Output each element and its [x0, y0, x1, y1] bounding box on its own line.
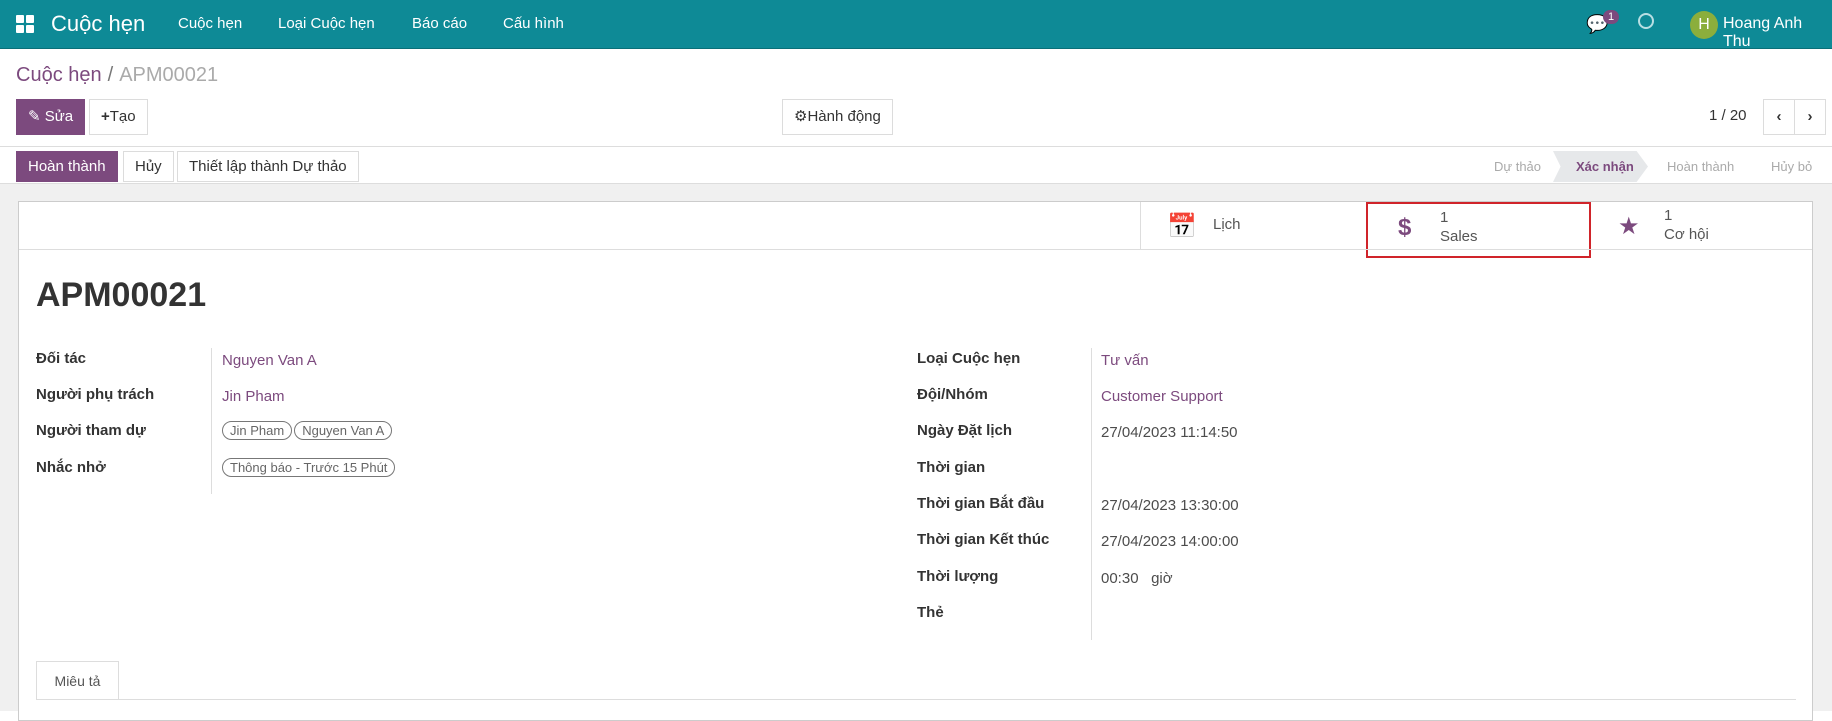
field-label-attendees: Người tham dự: [36, 422, 146, 439]
user-name[interactable]: Hoang Anh Thu: [1723, 15, 1803, 50]
column-divider: [211, 348, 212, 494]
stage-done[interactable]: Hoàn thành: [1667, 159, 1735, 174]
pager-value: 1 / 20: [1709, 107, 1747, 124]
sales-smart-button[interactable]: $ 1 Sales: [1366, 202, 1591, 258]
sales-count: 1: [1440, 209, 1449, 226]
field-end: 27/04/2023 14:00:00: [1101, 533, 1239, 550]
stage-draft[interactable]: Dự thảo: [1494, 159, 1542, 174]
stage-cancelled[interactable]: Hủy bỏ: [1771, 159, 1813, 174]
set-draft-button[interactable]: Thiết lập thành Dự thảo: [177, 151, 359, 182]
field-responsible[interactable]: Jin Pham: [222, 388, 285, 405]
menu-cuoc-hen[interactable]: Cuộc hẹn: [178, 15, 243, 32]
field-team[interactable]: Customer Support: [1101, 388, 1223, 405]
breadcrumb: Cuộc hẹn / APM00021: [16, 64, 218, 87]
plus-icon: +: [101, 108, 110, 125]
field-label-booking-date: Ngày Đặt lịch: [917, 422, 1013, 439]
field-label-partner: Đối tác: [36, 350, 87, 367]
duration-value: 00:30: [1101, 570, 1139, 587]
record-title: APM00021: [36, 276, 207, 314]
field-label-type: Loại Cuộc hẹn: [917, 350, 1021, 367]
avatar[interactable]: H: [1690, 11, 1718, 39]
edit-label: Sửa: [44, 108, 74, 125]
action-button[interactable]: ⚙Hành động: [782, 99, 893, 135]
field-label-duration: Thời lượng: [917, 568, 999, 585]
field-type[interactable]: Tư vấn: [1101, 352, 1149, 369]
field-label-time: Thời gian: [917, 459, 986, 476]
menu-cau-hinh[interactable]: Cấu hình: [503, 15, 564, 32]
breadcrumb-current: APM00021: [119, 64, 219, 86]
pager-next-button[interactable]: ›: [1794, 99, 1826, 135]
field-label-reminder: Nhắc nhở: [36, 459, 106, 476]
field-label-start: Thời gian Bắt đầu: [917, 495, 1045, 512]
field-label-tags: Thẻ: [917, 604, 944, 621]
field-label-team: Đội/Nhóm: [917, 386, 988, 403]
field-reminder: Thông báo - Trước 15 Phút: [222, 458, 397, 477]
top-navbar: Cuộc hẹn Cuộc hẹn Loại Cuộc hẹn Báo cáo …: [0, 0, 1832, 50]
field-attendees: Jin Pham Nguyen Van A: [222, 421, 394, 440]
calendar-icon: 📅: [1167, 213, 1197, 240]
field-start: 27/04/2023 13:30:00: [1101, 497, 1239, 514]
field-label-end: Thời gian Kết thúc: [917, 531, 1050, 548]
tab-description[interactable]: Miêu tả: [36, 661, 119, 700]
column-divider: [1091, 348, 1092, 640]
reminder-tag[interactable]: Thông báo - Trước 15 Phút: [222, 458, 396, 477]
attendee-tag[interactable]: Nguyen Van A: [294, 421, 393, 440]
dollar-icon: $: [1398, 214, 1412, 241]
menu-bao-cao[interactable]: Báo cáo: [412, 15, 468, 32]
stage-confirmed[interactable]: Xác nhận: [1553, 151, 1648, 182]
pencil-icon: ✎: [28, 108, 41, 125]
cancel-button[interactable]: Hủy: [123, 151, 174, 182]
edit-button[interactable]: ✎ Sửa: [16, 99, 86, 135]
action-label: Hành động: [807, 108, 881, 125]
pager-previous-button[interactable]: ‹: [1763, 99, 1795, 135]
divider: [0, 146, 1832, 147]
divider: [0, 183, 1832, 184]
chat-icon[interactable]: 💬: [1586, 14, 1609, 34]
field-booking-date: 27/04/2023 11:14:50: [1101, 424, 1238, 441]
breadcrumb-separator: /: [107, 64, 114, 86]
divider: [19, 249, 1812, 250]
menu-loai-cuoc-hen[interactable]: Loại Cuộc hẹn: [278, 15, 375, 32]
gear-icon: ⚙: [794, 108, 808, 125]
field-duration: 00:30 giờ: [1101, 570, 1173, 587]
create-button[interactable]: +Tạo: [89, 99, 148, 135]
apps-grid-icon[interactable]: [16, 15, 34, 33]
opportunity-count: 1: [1664, 207, 1673, 224]
breadcrumb-parent[interactable]: Cuộc hẹn: [16, 64, 102, 86]
form-sheet: 📅 Lịch $ 1 Sales ★ 1 Cơ hội APM00021 Đối…: [18, 201, 1813, 721]
opportunity-label: Cơ hội: [1664, 226, 1709, 243]
tab-divider: [36, 699, 1796, 700]
create-label: Tạo: [109, 108, 136, 125]
opportunity-smart-button[interactable]: ★ 1 Cơ hội: [1592, 202, 1814, 249]
done-button[interactable]: Hoàn thành: [16, 151, 118, 182]
calendar-smart-button[interactable]: 📅 Lịch: [1140, 202, 1366, 249]
attendee-tag[interactable]: Jin Pham: [222, 421, 293, 440]
field-label-responsible: Người phụ trách: [36, 386, 155, 403]
stage-confirmed-label: Xác nhận: [1576, 159, 1634, 174]
duration-unit: giờ: [1151, 570, 1173, 587]
star-icon: ★: [1618, 213, 1640, 240]
field-partner[interactable]: Nguyen Van A: [222, 352, 317, 369]
message-count-badge: 1: [1603, 10, 1620, 24]
activity-clock-icon[interactable]: [1638, 13, 1654, 29]
calendar-label: Lịch: [1213, 216, 1241, 233]
app-title[interactable]: Cuộc hẹn: [51, 11, 146, 36]
sales-label: Sales: [1440, 228, 1478, 245]
